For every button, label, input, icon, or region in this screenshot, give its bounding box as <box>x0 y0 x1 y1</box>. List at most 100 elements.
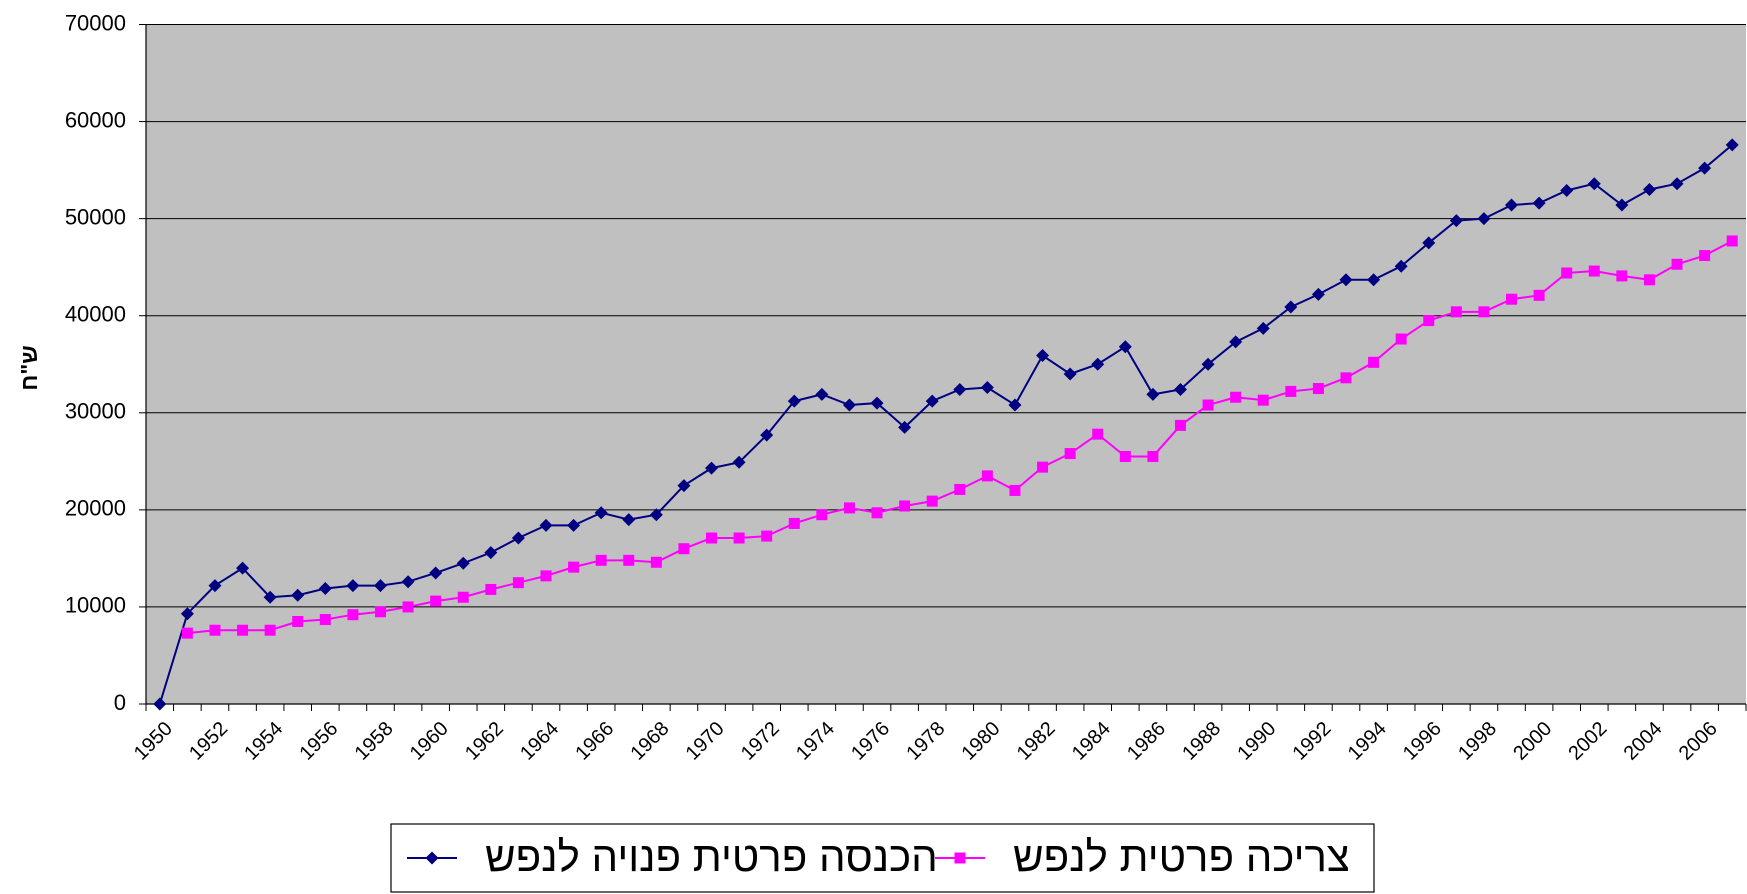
x-tick-label: 1974 <box>792 718 839 765</box>
data-point <box>1091 357 1105 371</box>
data-point <box>1202 399 1214 411</box>
data-point <box>1561 267 1573 279</box>
data-point <box>926 495 938 507</box>
data-point <box>953 382 967 396</box>
data-point <box>1063 367 1077 381</box>
data-point <box>1533 289 1545 301</box>
data-point <box>264 624 276 636</box>
data-point <box>1560 183 1574 197</box>
data-point <box>595 554 607 566</box>
x-tick-label: 1984 <box>1068 718 1115 765</box>
x-tick-label: 2004 <box>1620 718 1667 765</box>
data-point <box>871 507 883 519</box>
data-point <box>1642 183 1656 197</box>
data-point <box>540 570 552 582</box>
x-tick-label: 1972 <box>737 718 784 765</box>
legend-label: צריכה פרטית לנפש <box>1013 833 1350 880</box>
data-point <box>1643 274 1655 286</box>
data-point <box>981 470 993 482</box>
y-tick-label: 40000 <box>65 302 126 327</box>
data-point <box>649 508 663 522</box>
x-tick-label: 1978 <box>902 718 949 765</box>
data-point <box>761 530 773 542</box>
series-line <box>158 144 1733 705</box>
data-point <box>457 591 469 603</box>
data-point <box>1725 138 1739 152</box>
data-point <box>1505 198 1519 212</box>
x-tick-label: 1970 <box>682 718 729 765</box>
data-point <box>263 590 277 604</box>
data-point <box>319 614 331 626</box>
data-point <box>237 624 249 636</box>
x-tick-label: 1960 <box>406 718 453 765</box>
data-point <box>733 532 745 544</box>
data-point <box>180 607 194 621</box>
data-point <box>181 627 193 639</box>
data-point <box>236 561 250 575</box>
y-tick-label: 70000 <box>65 10 126 35</box>
x-tick-label: 1988 <box>1178 718 1225 765</box>
data-point <box>1367 273 1381 287</box>
data-point <box>1311 287 1325 301</box>
plot-area <box>146 24 1746 704</box>
data-point <box>1229 335 1243 349</box>
data-point <box>347 609 359 621</box>
data-point <box>705 461 719 475</box>
data-point <box>153 697 167 711</box>
data-point <box>623 554 635 566</box>
data-point <box>1422 236 1436 250</box>
x-tick-label: 2002 <box>1564 718 1611 765</box>
data-point <box>622 513 636 527</box>
data-point <box>512 577 524 589</box>
data-point <box>1506 293 1518 305</box>
data-point <box>1395 333 1407 345</box>
data-point <box>816 509 828 521</box>
data-point <box>1036 349 1050 363</box>
data-point <box>1008 398 1022 412</box>
data-point <box>732 455 746 469</box>
data-point <box>1284 300 1298 314</box>
data-point <box>1423 315 1435 327</box>
data-point <box>1450 306 1462 318</box>
data-point <box>706 532 718 544</box>
x-tick-label: 1986 <box>1123 718 1170 765</box>
data-point <box>291 588 305 602</box>
x-tick-label: 2000 <box>1509 718 1556 765</box>
data-point <box>787 394 801 408</box>
data-point <box>402 601 414 613</box>
data-point <box>1394 259 1408 273</box>
data-point <box>1230 391 1242 403</box>
data-point <box>485 583 497 595</box>
y-axis-label: ש"ח <box>16 345 42 391</box>
data-point <box>1146 387 1160 401</box>
x-tick-label: 1976 <box>847 718 894 765</box>
data-point <box>429 566 443 580</box>
x-tick-label: 1958 <box>351 718 398 765</box>
data-point <box>815 387 829 401</box>
data-point <box>1449 214 1463 228</box>
data-point <box>1147 450 1159 462</box>
y-tick-label: 10000 <box>65 593 126 618</box>
data-point <box>1670 177 1684 191</box>
data-point <box>539 518 553 532</box>
y-tick-label: 0 <box>114 690 126 715</box>
x-tick-label: 1956 <box>295 718 342 765</box>
data-point <box>1064 448 1076 460</box>
x-tick-label: 1990 <box>1233 718 1280 765</box>
data-point <box>1726 235 1738 247</box>
data-point <box>1009 484 1021 496</box>
data-point <box>1092 428 1104 440</box>
data-point <box>1256 321 1270 335</box>
x-tick-label: 1950 <box>130 718 177 765</box>
data-point <box>1368 356 1380 368</box>
data-point <box>899 500 911 512</box>
data-point <box>430 595 442 607</box>
data-point <box>208 579 222 593</box>
x-tick-label: 1996 <box>1399 718 1446 765</box>
data-point <box>1312 383 1324 395</box>
data-point <box>650 556 662 568</box>
data-point <box>1173 382 1187 396</box>
data-point <box>1257 394 1269 406</box>
